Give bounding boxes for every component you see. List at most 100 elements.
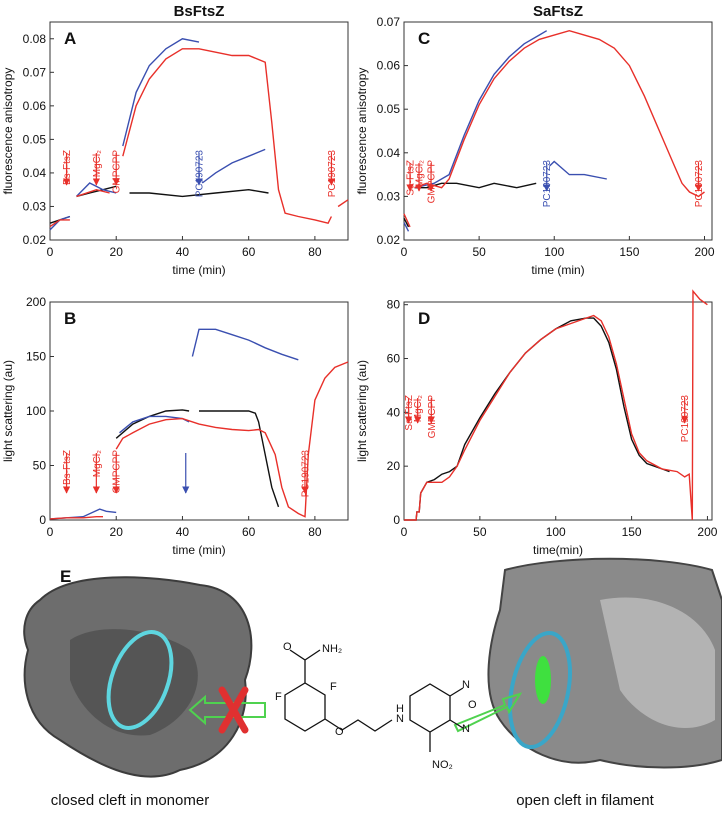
- x-tick-label: 40: [176, 245, 190, 259]
- annotation: PC190723: [680, 395, 691, 443]
- column-title: BsFtsZ: [174, 3, 225, 20]
- x-tick-label: 60: [242, 525, 256, 539]
- annotation: GMPCPP: [112, 150, 123, 194]
- y-tick-label: 50: [33, 459, 47, 473]
- x-tick-label: 0: [401, 245, 408, 259]
- cleft-ring: [106, 630, 174, 730]
- y-tick-label: 0.05: [377, 102, 401, 116]
- atom-label: N: [462, 723, 470, 735]
- x-tick-label: 40: [176, 525, 190, 539]
- annotation: GMPCPP: [112, 450, 123, 494]
- panel-label: E: [60, 567, 71, 586]
- data-line: [49, 185, 269, 224]
- y-tick-label: 0.08: [23, 32, 47, 46]
- atom-label: O: [283, 641, 292, 653]
- annotation: Sa-FtsZ: [404, 395, 415, 431]
- y-tick-label: 100: [26, 404, 46, 418]
- atom-label: O: [335, 726, 344, 738]
- data-line: [115, 409, 280, 508]
- annotation: PC190723: [542, 160, 553, 208]
- x-tick-label: 0: [47, 525, 54, 539]
- x-tick-label: 0: [401, 525, 408, 539]
- atom-label: F: [275, 691, 282, 703]
- x-tick-label: 100: [546, 525, 566, 539]
- annotation: MgCl₂: [415, 160, 426, 187]
- y-tick-label: 0.07: [377, 15, 401, 29]
- panel-label: D: [418, 309, 430, 328]
- annotation: MgCl₂: [92, 150, 103, 177]
- panel-label: C: [418, 29, 430, 48]
- x-tick-label: 100: [544, 245, 564, 259]
- y-tick-label: 80: [387, 298, 401, 312]
- caption: open cleft in filament: [516, 792, 654, 809]
- data-line: [49, 48, 349, 228]
- atom-label: H: [396, 703, 404, 715]
- annotation: MgCl₂: [92, 450, 103, 477]
- y-axis-label: fluorescence anisotropy: [355, 68, 369, 195]
- x-tick-label: 50: [473, 525, 487, 539]
- y-tick-label: 0.07: [23, 65, 47, 79]
- data-line: [49, 38, 266, 231]
- y-tick-label: 0.03: [377, 189, 401, 203]
- annotation: GMPCPP: [427, 395, 438, 439]
- column-title: SaFtsZ: [533, 3, 583, 20]
- ligand: [535, 656, 551, 704]
- atom-label: NH₂: [322, 643, 342, 655]
- atom-label: F: [330, 681, 337, 693]
- annotation: PC190723: [300, 450, 311, 498]
- data-line: [403, 182, 537, 228]
- y-tick-label: 0: [393, 513, 400, 527]
- x-tick-label: 60: [242, 245, 256, 259]
- y-axis-label: light scattering (au): [355, 360, 369, 462]
- cross: [218, 686, 249, 734]
- atom-label: O: [468, 699, 477, 711]
- data-line: [404, 289, 708, 521]
- plot-frame: [403, 21, 713, 241]
- data-line: [403, 30, 607, 232]
- y-tick-label: 0.03: [23, 199, 47, 213]
- atom-label: NO₂: [432, 759, 453, 771]
- annotation: PC190723: [694, 160, 705, 208]
- x-axis-label: time(min): [533, 543, 583, 557]
- y-tick-label: 200: [26, 295, 46, 309]
- x-tick-label: 150: [619, 245, 639, 259]
- panel-e-art: [23, 557, 722, 778]
- y-tick-label: 20: [387, 459, 401, 473]
- panel-label: A: [64, 29, 76, 48]
- y-tick-label: 60: [387, 352, 401, 366]
- x-tick-label: 80: [308, 525, 322, 539]
- atom-label: N: [396, 713, 404, 725]
- x-tick-label: 0: [47, 245, 54, 259]
- y-tick-label: 150: [26, 350, 46, 364]
- x-tick-label: 80: [308, 245, 322, 259]
- x-axis-label: time (min): [172, 263, 225, 277]
- y-tick-label: 0.04: [377, 146, 401, 160]
- annotation: MgCl₂: [413, 395, 424, 422]
- caption: closed cleft in monomer: [51, 792, 209, 809]
- x-tick-label: 150: [622, 525, 642, 539]
- annotation: GMPCPP: [427, 160, 438, 204]
- y-tick-label: 40: [387, 405, 401, 419]
- cleft-ring: [508, 630, 572, 750]
- data-line: [49, 328, 299, 520]
- y-tick-label: 0.04: [23, 166, 47, 180]
- monomer-shade: [70, 629, 198, 736]
- x-tick-label: 20: [110, 245, 124, 259]
- y-axis-label: light scattering (au): [1, 360, 15, 462]
- y-tick-label: 0: [39, 513, 46, 527]
- arrow-open: [453, 692, 523, 733]
- y-tick-label: 0.06: [377, 59, 401, 73]
- annotation: PC190723: [327, 150, 338, 198]
- y-axis-label: fluorescence anisotropy: [1, 68, 15, 195]
- filament-shade: [600, 597, 715, 729]
- data-line: [49, 361, 349, 520]
- data-line: [404, 317, 670, 521]
- y-tick-label: 0.02: [23, 233, 47, 247]
- x-axis-label: time (min): [531, 263, 584, 277]
- x-tick-label: 20: [110, 525, 124, 539]
- molecule: [284, 649, 464, 752]
- y-tick-label: 0.06: [23, 99, 47, 113]
- atom-label: N: [462, 679, 470, 691]
- y-tick-label: 0.05: [23, 132, 47, 146]
